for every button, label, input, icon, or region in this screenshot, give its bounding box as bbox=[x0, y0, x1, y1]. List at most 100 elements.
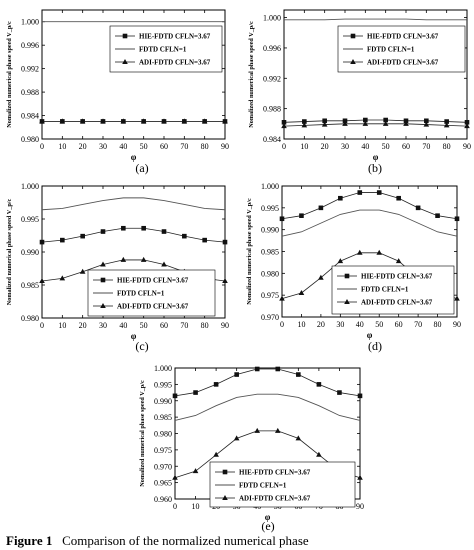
x-tick-label: 50 bbox=[375, 320, 383, 329]
y-tick-label: 0.985 bbox=[154, 413, 172, 422]
x-tick-label: 90 bbox=[463, 142, 471, 151]
legend-label: HIE-FDTD CFLN=3.67 bbox=[361, 273, 433, 281]
data-point-square bbox=[299, 213, 304, 218]
data-point-square bbox=[342, 118, 348, 124]
data-point-triangle bbox=[161, 261, 167, 267]
series-line bbox=[283, 119, 468, 123]
plot-frame bbox=[283, 9, 468, 140]
data-point-square bbox=[281, 120, 287, 125]
data-point-square bbox=[363, 117, 368, 123]
series-3 bbox=[281, 120, 470, 129]
series-1 bbox=[281, 117, 470, 125]
y-axis-label: Nomalized numerical phase speed V_p/c bbox=[246, 198, 253, 305]
panel-label: (c) bbox=[135, 339, 148, 353]
x-tick-label: 90 bbox=[356, 502, 364, 511]
panel-label: (b) bbox=[368, 161, 382, 175]
series-line bbox=[281, 192, 458, 220]
series-2 bbox=[174, 393, 361, 421]
data-point-square bbox=[100, 229, 106, 234]
data-point-triangle bbox=[395, 258, 402, 264]
y-tick-label: 0.990 bbox=[261, 226, 279, 235]
series-2 bbox=[284, 18, 467, 21]
y-tick-label: 0.965 bbox=[154, 479, 172, 488]
legend-label: HIE-FDTD CFLN=3.67 bbox=[239, 469, 311, 477]
panel-label: (d) bbox=[368, 339, 382, 353]
y-tick-label: 0.980 bbox=[21, 135, 39, 144]
legend-marker bbox=[100, 277, 106, 283]
legend-label: ADI-FDTD CFLN=3.67 bbox=[361, 299, 433, 307]
data-point-triangle bbox=[356, 249, 363, 255]
y-tick-label: 0.996 bbox=[21, 41, 39, 50]
y-tick-label: 0.995 bbox=[261, 204, 279, 213]
data-point-triangle bbox=[120, 256, 127, 262]
x-tick-label: 80 bbox=[201, 142, 209, 151]
data-point-square bbox=[318, 205, 324, 211]
data-point-square bbox=[234, 372, 239, 377]
x-tick-label: 70 bbox=[180, 321, 188, 330]
legend-label: ADI-FDTD CFLN=3.67 bbox=[367, 59, 439, 67]
data-point-triangle bbox=[140, 256, 147, 262]
data-point-square bbox=[182, 233, 187, 239]
data-point-triangle bbox=[201, 118, 208, 124]
legend: HIE-FDTD CFLN=3.67 FDTD CFLN=1 ADI-FDTD CF… bbox=[209, 461, 356, 508]
series-2 bbox=[281, 209, 458, 237]
x-tick-label: 40 bbox=[119, 321, 127, 330]
x-tick-label: 50 bbox=[140, 321, 148, 330]
x-tick-label: 10 bbox=[300, 142, 308, 151]
data-point-triangle bbox=[39, 278, 45, 284]
y-tick-label: 0.990 bbox=[154, 397, 172, 406]
y-tick-label: 0.988 bbox=[263, 105, 281, 114]
data-point-triangle bbox=[233, 435, 240, 441]
x-tick-label: 60 bbox=[395, 320, 403, 329]
data-point-triangle bbox=[423, 121, 430, 127]
x-tick-label: 70 bbox=[422, 142, 430, 151]
legend-label: FDTD CFLN=1 bbox=[139, 46, 187, 54]
x-tick-label: 20 bbox=[79, 142, 87, 151]
x-tick-label: 50 bbox=[140, 142, 148, 151]
data-point-square bbox=[279, 216, 285, 222]
data-point-triangle bbox=[192, 468, 199, 474]
legend-label: FDTD CFLN=1 bbox=[117, 290, 165, 298]
series-line bbox=[174, 393, 361, 421]
x-tick-label: 10 bbox=[58, 321, 66, 330]
legend-marker bbox=[344, 273, 350, 279]
data-point-square bbox=[275, 366, 281, 372]
data-point-square bbox=[396, 195, 401, 201]
y-tick-label: 0.992 bbox=[263, 74, 281, 83]
x-tick-label: 10 bbox=[58, 142, 66, 151]
series-1 bbox=[279, 190, 460, 222]
data-point-square bbox=[141, 225, 146, 231]
x-tick-label: 60 bbox=[160, 321, 168, 330]
plot-frame bbox=[41, 9, 226, 140]
data-point-triangle bbox=[120, 118, 127, 124]
data-point-square bbox=[39, 239, 45, 245]
data-point-square bbox=[161, 229, 167, 234]
legend: HIE-FDTD CFLN=3.67 FDTD CFLN=1 ADI-FDTD CF… bbox=[109, 25, 223, 73]
data-point-triangle bbox=[321, 121, 328, 127]
data-point-triangle bbox=[79, 118, 86, 124]
data-point-triangle bbox=[376, 249, 383, 255]
data-point-square bbox=[296, 372, 301, 377]
legend-marker bbox=[100, 303, 106, 308]
series-line bbox=[41, 227, 226, 243]
x-tick-label: 30 bbox=[341, 142, 349, 151]
data-point-square bbox=[213, 382, 219, 387]
data-point-square bbox=[338, 195, 343, 201]
data-point-triangle bbox=[342, 120, 348, 126]
x-tick-label: 40 bbox=[361, 142, 369, 151]
data-point-triangle bbox=[316, 451, 322, 457]
panel-label: (a) bbox=[135, 161, 148, 175]
data-point-triangle bbox=[279, 295, 285, 301]
legend-box bbox=[209, 461, 356, 508]
data-point-triangle bbox=[454, 295, 460, 301]
x-tick-label: 90 bbox=[453, 320, 461, 329]
x-tick-label: 20 bbox=[79, 321, 87, 330]
data-point-triangle bbox=[464, 123, 470, 129]
data-point-square bbox=[383, 117, 388, 123]
x-axis-label: φ bbox=[131, 331, 137, 341]
y-tick-label: 0.985 bbox=[21, 281, 39, 290]
x-tick-label: 0 bbox=[40, 142, 44, 151]
data-point-square bbox=[202, 237, 207, 243]
y-axis-label: Nomalized numerical phase speed V_p/c bbox=[6, 21, 13, 128]
